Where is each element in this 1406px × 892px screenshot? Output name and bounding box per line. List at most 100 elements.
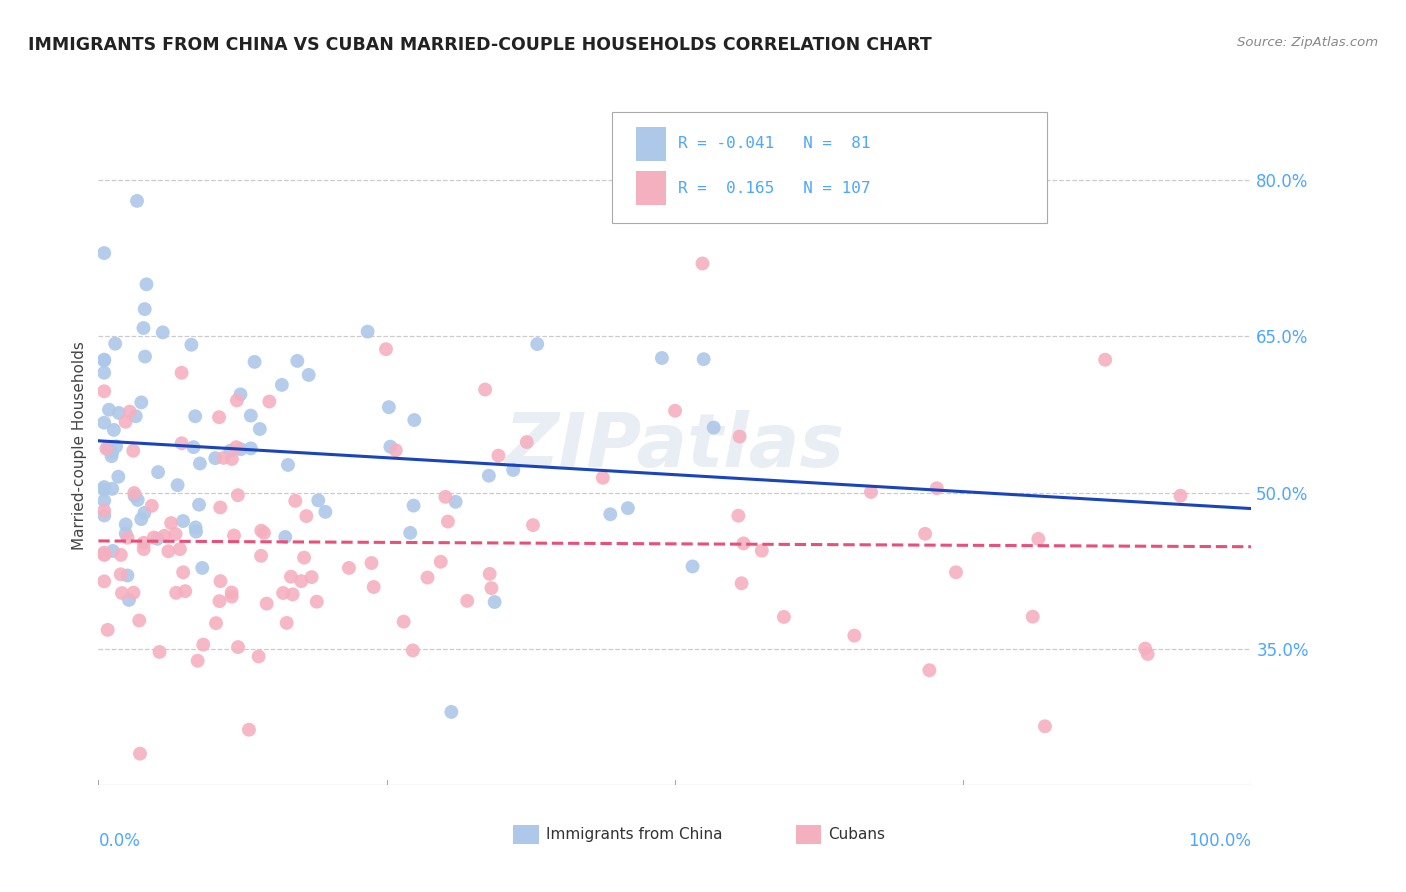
Point xyxy=(114,517,136,532)
Point xyxy=(378,400,401,414)
Point xyxy=(486,449,509,463)
Point xyxy=(1022,609,1045,624)
Point xyxy=(243,355,266,369)
Point xyxy=(402,643,425,657)
Point xyxy=(307,493,329,508)
Point xyxy=(134,350,156,364)
Point xyxy=(285,354,308,368)
Point xyxy=(253,525,276,540)
Point xyxy=(172,514,194,528)
Point xyxy=(281,587,304,601)
Point xyxy=(292,550,315,565)
Text: Cubans: Cubans xyxy=(828,827,886,842)
Point xyxy=(1033,719,1056,733)
Point xyxy=(280,570,302,584)
Point xyxy=(180,337,202,351)
Point xyxy=(226,488,249,502)
Point xyxy=(276,615,298,630)
Point xyxy=(188,498,211,512)
Point xyxy=(101,544,124,558)
Point xyxy=(484,595,506,609)
Point xyxy=(375,342,398,356)
Point xyxy=(221,585,243,599)
Point xyxy=(111,586,134,600)
Point xyxy=(103,423,125,437)
Point xyxy=(416,570,439,584)
Point xyxy=(93,545,115,559)
Point xyxy=(925,481,948,495)
Point xyxy=(212,450,235,465)
Point xyxy=(844,629,866,643)
Point xyxy=(169,542,191,557)
Point xyxy=(222,528,245,542)
Point xyxy=(122,443,145,458)
Point xyxy=(692,352,714,367)
Point xyxy=(221,590,243,604)
Point xyxy=(221,452,243,467)
Point xyxy=(184,409,207,424)
Point xyxy=(110,567,132,582)
Point xyxy=(380,440,402,454)
Point xyxy=(290,574,312,589)
Point xyxy=(239,442,262,456)
Point xyxy=(522,518,544,533)
Point xyxy=(93,574,115,589)
Point xyxy=(93,493,115,508)
Point xyxy=(402,499,425,513)
Point xyxy=(96,442,118,456)
Point xyxy=(229,442,252,457)
Text: ZIPatlas: ZIPatlas xyxy=(505,409,845,483)
Point xyxy=(132,321,155,335)
Point xyxy=(128,614,150,628)
Point xyxy=(93,548,115,562)
Text: Source: ZipAtlas.com: Source: ZipAtlas.com xyxy=(1237,36,1378,49)
Point xyxy=(664,403,686,417)
Point xyxy=(125,409,148,424)
Point xyxy=(153,529,176,543)
Point xyxy=(117,568,139,582)
Point xyxy=(502,463,524,477)
Point xyxy=(481,581,503,595)
Point xyxy=(101,482,124,496)
Point xyxy=(270,378,292,392)
Point xyxy=(226,640,249,654)
Point xyxy=(134,506,156,520)
Point xyxy=(733,536,755,550)
Point xyxy=(124,489,146,503)
Point xyxy=(100,449,122,463)
Point xyxy=(132,542,155,557)
Point xyxy=(160,516,183,530)
Point xyxy=(132,536,155,550)
Point xyxy=(97,623,120,637)
Point xyxy=(434,490,457,504)
Point xyxy=(599,508,621,522)
Point xyxy=(271,586,294,600)
Point xyxy=(1135,641,1157,656)
Point xyxy=(250,524,273,538)
Point xyxy=(440,705,463,719)
Point xyxy=(437,515,460,529)
Point xyxy=(93,384,115,399)
Point xyxy=(239,409,262,423)
Point xyxy=(208,410,231,425)
Point xyxy=(191,561,214,575)
Point xyxy=(444,495,467,509)
Point xyxy=(157,544,180,558)
Point xyxy=(250,549,273,563)
Text: Immigrants from China: Immigrants from China xyxy=(546,827,723,842)
Point xyxy=(356,325,378,339)
Point xyxy=(305,595,328,609)
Point xyxy=(478,468,501,483)
Point xyxy=(127,492,149,507)
Bar xyxy=(796,825,821,844)
Point xyxy=(208,594,231,608)
Point xyxy=(1136,647,1159,661)
Point xyxy=(301,570,323,584)
Point xyxy=(107,469,129,483)
Point xyxy=(256,597,278,611)
Point xyxy=(274,530,297,544)
Text: 0.0%: 0.0% xyxy=(98,832,141,850)
Point xyxy=(284,493,307,508)
Point xyxy=(135,277,157,292)
Point xyxy=(166,478,188,492)
